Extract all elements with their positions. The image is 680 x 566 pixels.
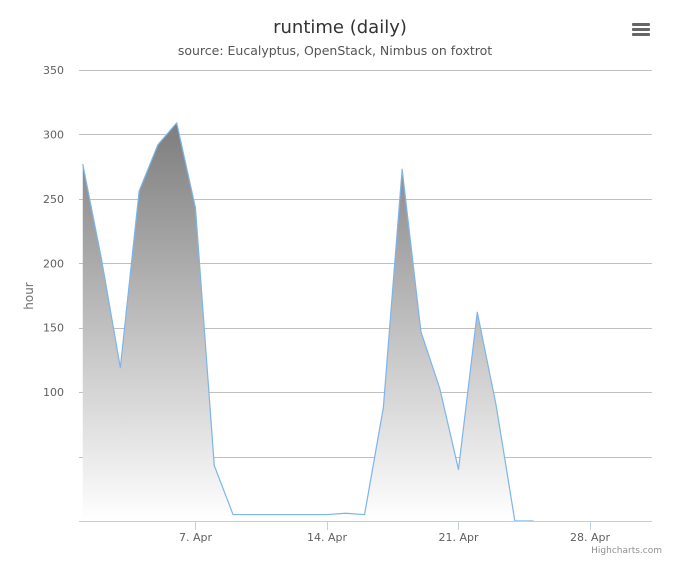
data-point[interactable] xyxy=(399,166,405,172)
x-axis-labels: 7. Apr 14. Apr 21. Apr 28. Apr xyxy=(179,531,611,544)
chart-title: runtime (daily) xyxy=(273,17,407,38)
data-point[interactable] xyxy=(136,188,142,194)
series-area-fill xyxy=(82,122,534,522)
series-area xyxy=(80,120,534,522)
data-point[interactable] xyxy=(249,512,255,518)
data-point[interactable] xyxy=(362,512,368,518)
data-point[interactable] xyxy=(99,256,105,262)
data-point[interactable] xyxy=(324,512,330,518)
data-point[interactable] xyxy=(380,405,386,411)
data-point[interactable] xyxy=(192,205,198,211)
y-tick-label: 100 xyxy=(43,386,64,399)
x-tick-label: 7. Apr xyxy=(179,531,212,544)
data-point[interactable] xyxy=(174,120,180,126)
data-point[interactable] xyxy=(155,142,161,148)
y-tick-label: 350 xyxy=(43,64,64,77)
data-point[interactable] xyxy=(286,512,292,518)
hamburger-menu-icon[interactable] xyxy=(632,23,650,36)
data-point[interactable] xyxy=(474,309,480,315)
data-point[interactable] xyxy=(211,463,217,469)
menu-button[interactable] xyxy=(626,16,656,42)
data-point[interactable] xyxy=(493,402,499,408)
x-axis xyxy=(79,521,652,530)
data-point[interactable] xyxy=(230,512,236,518)
y-tick-label: 200 xyxy=(43,257,64,270)
x-tick-label: 28. Apr xyxy=(570,531,610,544)
data-point[interactable] xyxy=(80,161,86,167)
y-axis-title: hour xyxy=(22,282,36,310)
credits-link[interactable]: Highcharts.com xyxy=(591,546,662,556)
chart-subtitle: source: Eucalyptus, OpenStack, Nimbus on… xyxy=(178,43,492,58)
y-tick-label: 250 xyxy=(43,193,64,206)
y-tick-label: 300 xyxy=(43,128,64,141)
y-tick-label: 150 xyxy=(43,322,64,335)
data-point[interactable] xyxy=(117,365,123,371)
y-axis-labels: 100 150 200 250 300 350 xyxy=(43,64,64,399)
data-point[interactable] xyxy=(305,512,311,518)
x-tick-label: 21. Apr xyxy=(438,531,478,544)
data-point[interactable] xyxy=(343,510,349,516)
data-point[interactable] xyxy=(437,385,443,391)
x-tick-label: 14. Apr xyxy=(307,531,347,544)
data-point[interactable] xyxy=(455,466,461,472)
series-line xyxy=(82,122,534,522)
data-point[interactable] xyxy=(418,329,424,335)
data-point[interactable] xyxy=(268,512,274,518)
